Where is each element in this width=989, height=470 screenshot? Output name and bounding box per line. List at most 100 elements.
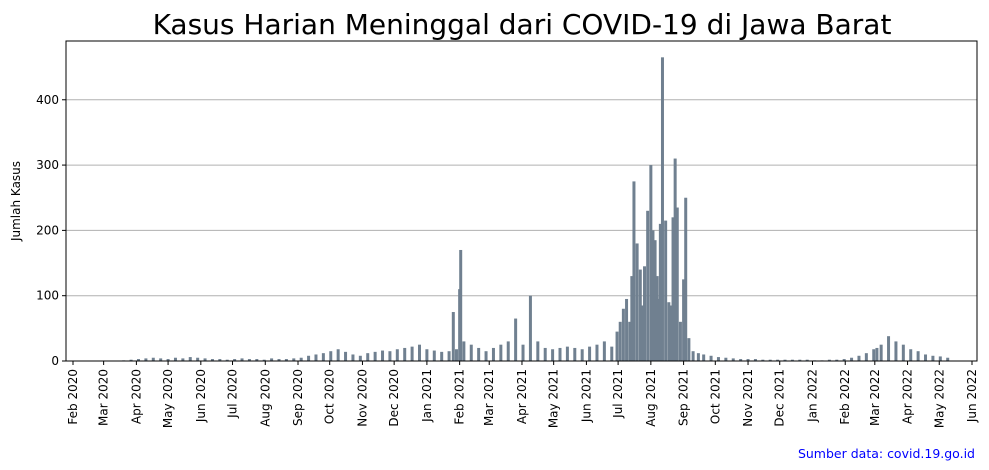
bar [615,331,619,361]
bar [129,359,133,361]
bar [447,351,451,361]
bar [864,353,868,361]
bar [724,357,728,361]
bar [454,349,458,361]
x-tick-label: Apr 2020 [129,369,143,424]
x-tick-label: Mar 2021 [482,369,496,426]
bar [716,357,720,361]
bar [144,358,148,361]
bar [946,357,950,361]
x-tick-label: Sep 2021 [677,369,691,426]
bar [684,197,688,361]
bar [210,359,214,361]
bar [827,359,831,361]
x-tick-label: Aug 2020 [258,369,272,427]
bar [646,210,650,361]
bar [395,349,399,361]
bar [602,341,606,361]
bar [459,249,463,361]
bar [776,359,780,361]
x-tick-label: Mar 2020 [97,369,111,426]
bar [768,359,772,361]
bar [255,359,259,361]
bar [506,341,510,361]
y-tick-label: 100 [36,289,59,303]
bar [696,353,700,361]
bar [181,358,185,361]
bar [887,336,891,361]
bar [916,351,920,361]
bar [307,355,311,361]
bar [630,276,634,361]
x-tick-label: Nov 2020 [355,369,369,427]
bar [344,351,348,361]
bar [151,357,155,361]
bar [640,305,644,361]
bar [835,359,839,361]
bar [682,279,686,361]
bar [484,351,488,361]
bar [203,358,207,361]
bar [336,349,340,361]
bar [872,349,876,361]
x-tick-label: Apr 2021 [515,369,529,424]
bar [673,158,677,361]
bar [709,355,713,361]
bar [432,350,436,361]
bar [166,359,170,361]
bar [671,217,675,361]
bar [850,357,854,361]
bar [879,344,883,361]
bar [270,358,274,361]
x-tick-label: Jul 2021 [611,369,625,419]
bar [610,346,614,361]
bar [901,344,905,361]
bar [702,354,706,361]
bar [660,57,664,361]
y-tick-label: 400 [36,93,59,107]
bar [618,321,622,361]
bar [857,355,861,361]
bar [462,341,466,361]
bar [938,356,942,361]
bar [931,355,935,361]
x-tick-label: Jan 2021 [420,369,434,423]
bar [159,358,163,361]
bar [761,359,765,361]
bar [551,349,555,361]
x-tick-label: Dec 2020 [387,369,401,427]
bar [625,298,629,361]
bar [632,181,636,361]
bar [635,243,639,361]
bar [565,346,569,361]
bars [122,57,950,361]
bar [418,344,422,361]
bar [790,359,794,361]
x-tick-label: Jun 2021 [579,369,593,423]
bar [558,347,562,361]
bar [655,276,659,361]
bar [731,358,735,361]
bar [373,351,377,361]
bar [653,240,657,361]
bar [649,165,653,361]
x-tick-label: Nov 2021 [741,369,755,427]
bar [491,347,495,361]
bar [753,359,757,361]
bar [358,355,362,361]
bar [440,351,444,361]
bar [299,357,303,361]
y-axis-label: Jumlah Kasus [9,161,23,242]
bar [173,357,177,361]
x-tick-label: Aug 2021 [644,369,658,427]
bar [284,359,288,361]
bar [628,321,632,361]
x-tick-label: Oct 2020 [323,369,337,424]
bar [667,302,671,361]
bar [669,305,673,361]
bar [196,357,200,361]
x-tick-label: Oct 2021 [708,369,722,424]
bar [403,347,407,361]
bar [798,359,802,361]
